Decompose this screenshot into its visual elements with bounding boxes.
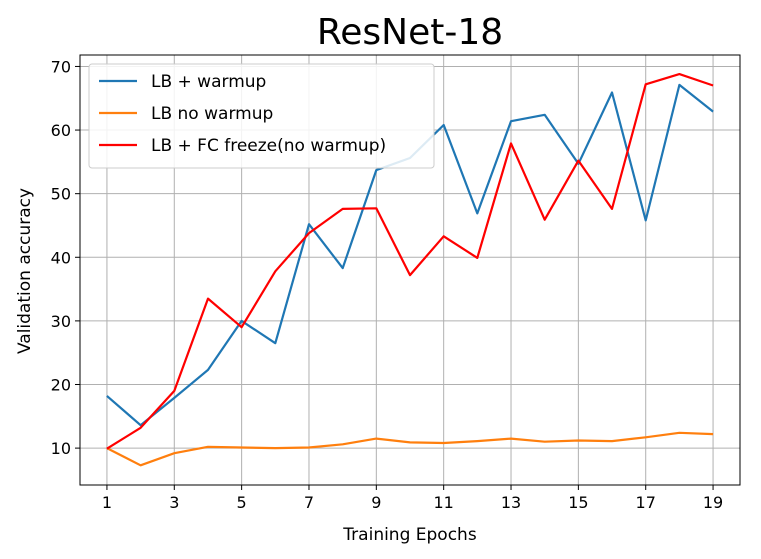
y-tick-label: 70 xyxy=(51,57,71,76)
x-tick-label: 11 xyxy=(433,493,453,512)
legend-box xyxy=(88,63,435,169)
x-tick-label: 13 xyxy=(501,493,521,512)
x-tick-label: 17 xyxy=(636,493,656,512)
series-line-3 xyxy=(106,72,714,450)
y-tick-label: 60 xyxy=(51,121,71,140)
chart-title: ResNet-18 xyxy=(317,12,503,53)
plot-frame xyxy=(79,54,741,486)
x-tick-label: 5 xyxy=(237,493,247,512)
x-tick-label: 15 xyxy=(568,493,588,512)
y-axis: 10 20 30 40 50 60 70 xyxy=(51,57,80,458)
y-axis-title: Validation accuracy xyxy=(15,188,35,354)
y-tick-label: 10 xyxy=(51,439,71,458)
x-tick-label: 19 xyxy=(703,493,723,512)
legend: LB + warmup LB no warmup LB + FC freeze(no… xyxy=(88,63,435,169)
x-tick-label: 3 xyxy=(169,493,179,512)
legend-label: LB no warmup xyxy=(151,104,273,124)
y-tick-label: 20 xyxy=(51,375,71,394)
x-tick-label: 7 xyxy=(304,493,314,512)
x-tick-label: 1 xyxy=(102,493,112,512)
y-tick-label: 30 xyxy=(51,312,71,331)
x-axis: 1 3 5 7 9 11 13 15 17 19 xyxy=(102,485,723,512)
y-tick-label: 50 xyxy=(51,185,71,204)
x-tick-label: 9 xyxy=(371,493,381,512)
x-axis-title: Training Epochs xyxy=(342,525,477,545)
legend-label: LB + FC freeze(no warmup) xyxy=(151,136,386,156)
legend-label: LB + warmup xyxy=(151,72,266,92)
y-tick-label: 40 xyxy=(51,248,71,267)
series-line-2 xyxy=(106,431,714,467)
